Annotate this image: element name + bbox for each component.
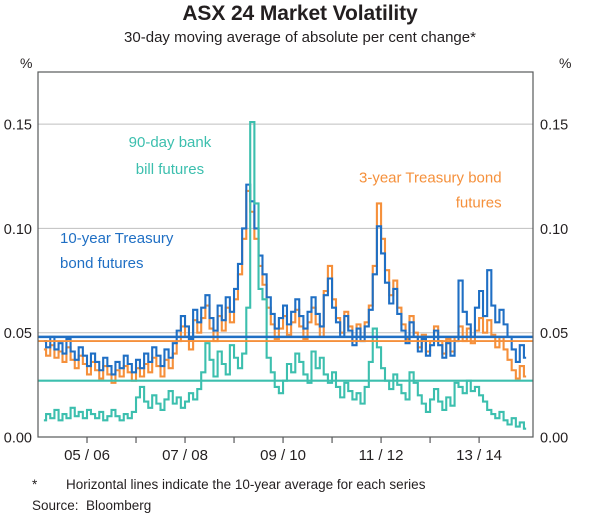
x-tick-label: 11 / 12 bbox=[359, 447, 404, 464]
x-tick-label: 13 / 14 bbox=[456, 447, 502, 464]
y-tick-label-left: 0.10 bbox=[4, 222, 32, 238]
series-label-bank_bill: bill futures bbox=[136, 161, 204, 178]
data-series-group bbox=[43, 121, 527, 430]
source-label: Source: bbox=[32, 498, 79, 513]
series-label-three_year: 3-year Treasury bond bbox=[359, 170, 502, 187]
footnote-text: Horizontal lines indicate the 10-year av… bbox=[66, 477, 426, 492]
y-tick-label-right: 0.00 bbox=[540, 431, 568, 447]
y-tick-label-left: 0.00 bbox=[4, 431, 32, 447]
y-tick-label-right: 0.05 bbox=[540, 326, 568, 342]
y-tick-label-right: 0.10 bbox=[540, 222, 568, 238]
series-label-ten_year: 10-year Treasury bbox=[60, 230, 174, 247]
chart-subtitle: 30-day moving average of absolute per ce… bbox=[124, 29, 476, 46]
x-tick-label: 05 / 06 bbox=[64, 447, 110, 464]
chart-title: ASX 24 Market Volatility bbox=[182, 2, 418, 25]
x-tick-label: 07 / 08 bbox=[162, 447, 208, 464]
average-lines-group bbox=[38, 335, 533, 382]
series-label-ten_year: bond futures bbox=[60, 255, 143, 272]
series-label-three_year: futures bbox=[456, 195, 502, 212]
footnote-marker: * bbox=[32, 477, 38, 492]
chart-footnote: * Horizontal lines indicate the 10-year a… bbox=[32, 477, 572, 492]
series-label-bank_bill: 90-day bank bbox=[129, 134, 212, 151]
y-axis-unit-left: % bbox=[20, 55, 33, 71]
y-tick-label-left: 0.05 bbox=[4, 326, 32, 342]
chart-source: Source: Bloomberg bbox=[32, 498, 151, 513]
y-tick-label-left: 0.15 bbox=[4, 118, 32, 134]
plot-frame bbox=[37, 71, 534, 438]
source-value: Bloomberg bbox=[86, 498, 152, 513]
plot-border bbox=[37, 71, 534, 438]
series-annotations: 90-day bank bill futures 3-year Treasury b… bbox=[60, 134, 502, 272]
y-axis-tick-labels: 0.00 0.00 0.05 0.05 0.10 0.10 0.15 0.15 bbox=[4, 118, 568, 447]
x-tick-label: 09 / 10 bbox=[260, 447, 306, 464]
x-axis-ticks bbox=[86, 437, 480, 443]
chart-plot-area: 0.00 0.00 0.05 0.05 0.10 0.10 0.15 0.15 05 / 06… bbox=[4, 71, 568, 464]
series-line-ten_year bbox=[43, 183, 527, 376]
y-tick-label-right: 0.15 bbox=[540, 118, 568, 134]
gridlines bbox=[38, 123, 533, 334]
x-axis-tick-labels: 05 / 06 07 / 08 09 / 10 11 / 12 13 / 14 bbox=[64, 447, 502, 464]
y-axis-unit-right: % bbox=[559, 55, 572, 71]
